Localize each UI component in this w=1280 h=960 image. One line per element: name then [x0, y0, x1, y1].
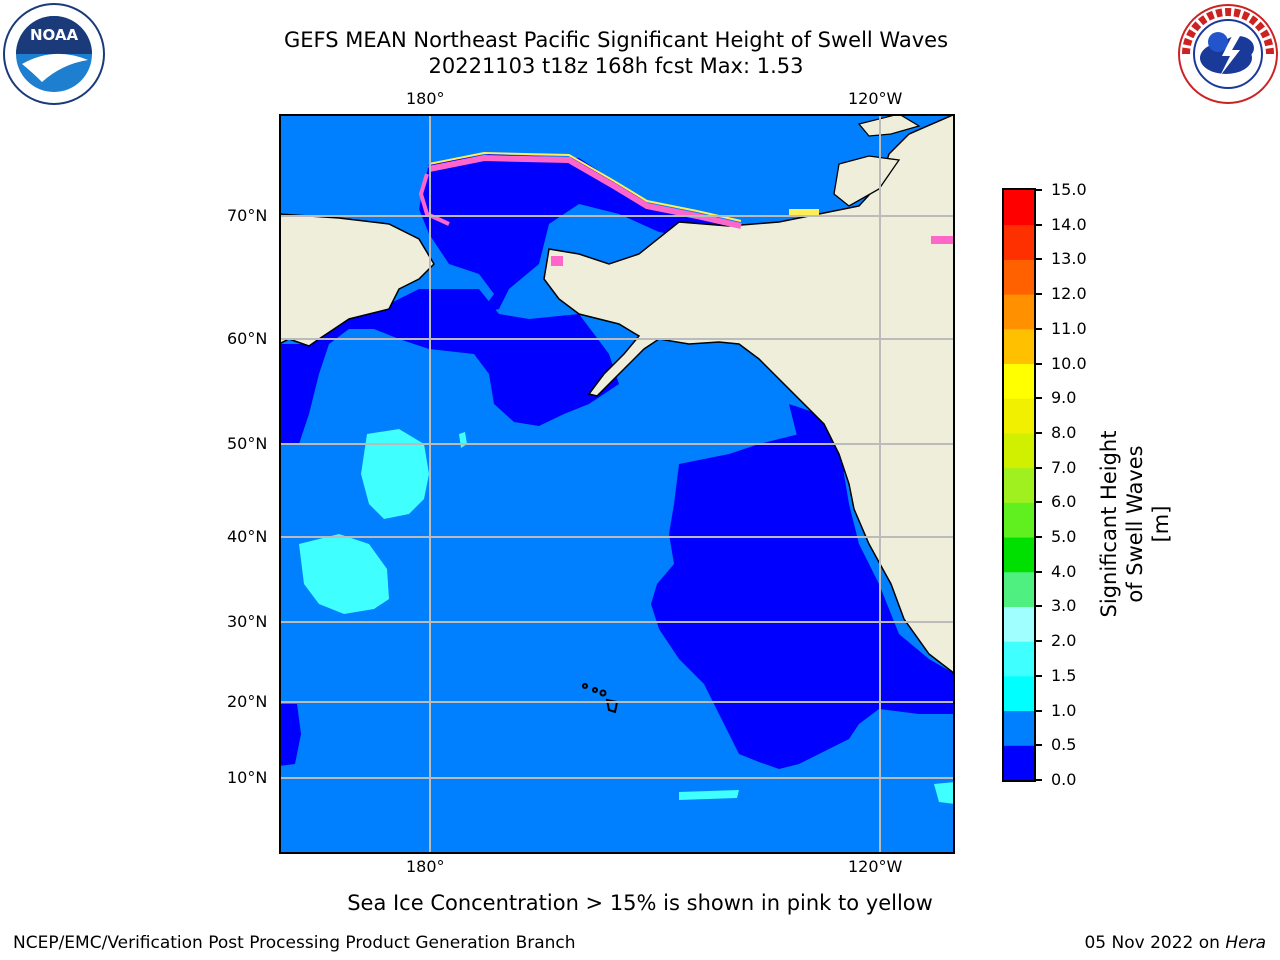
- cyan-swell-patch-5: [934, 782, 955, 804]
- lat-label-70n: 70°N: [227, 206, 268, 225]
- colorbar-tick-label: 6.0: [1051, 492, 1077, 512]
- lon-label-bottom-120w: 120°W: [848, 857, 903, 876]
- colorbar-segment: [1003, 606, 1035, 642]
- colorbar-tick-label: 4.0: [1051, 561, 1077, 581]
- colorbar-tick-mark: [1036, 709, 1042, 712]
- sea-ice-patch: [551, 256, 563, 266]
- lat-label-60n: 60°N: [227, 329, 268, 348]
- colorbar-tick-label: 9.0: [1051, 388, 1077, 408]
- colorbar-segment: [1003, 328, 1035, 365]
- land-siberia: [279, 213, 435, 347]
- lat-label-40n: 40°N: [227, 527, 268, 546]
- colorbar-tick-mark: [1036, 640, 1042, 643]
- graticule: [279, 114, 955, 854]
- colorbar-segment: [1003, 537, 1035, 573]
- colorbar-segment: [1003, 190, 1035, 226]
- colorbar-segment: [1003, 432, 1035, 469]
- colorbar-segment: [1003, 502, 1035, 538]
- low-swell-coast: [789, 404, 849, 474]
- colorbar-segment: [1003, 571, 1035, 607]
- lon-label-bottom-180: 180°: [406, 857, 445, 876]
- colorbar-segment: [1003, 259, 1035, 295]
- colorbar-tick-label: 7.0: [1051, 457, 1077, 477]
- colorbar-tick-label: 3.0: [1051, 596, 1077, 616]
- colorbar-tick-label: 12.0: [1051, 284, 1087, 304]
- sea-ice-patch-east: [931, 236, 953, 244]
- colorbar-tick-label: 15.0: [1051, 180, 1087, 199]
- colorbar-segment: [1003, 224, 1035, 260]
- lat-label-30n: 30°N: [227, 612, 268, 631]
- map-frame: [279, 114, 955, 854]
- footer-date-text: 05 Nov 2022 on: [1084, 933, 1226, 953]
- colorbar-tick-mark: [1036, 223, 1042, 226]
- low-swell-bering: [419, 154, 739, 314]
- colorbar-tick-mark: [1036, 570, 1042, 573]
- sea-ice-west: [418, 173, 450, 226]
- cyan-swell-patch-1: [361, 429, 429, 519]
- colorbar-tick-label: 8.0: [1051, 422, 1077, 442]
- colorbar-tick-mark: [1036, 362, 1042, 365]
- colorbar-tick-label: 5.0: [1051, 527, 1077, 547]
- colorbar-segment: [1003, 398, 1035, 434]
- colorbar-segment: [1003, 641, 1035, 677]
- colorbar-segment: [1003, 294, 1035, 330]
- colorbar-tick-label: 13.0: [1051, 249, 1087, 269]
- colorbar-tick-label: 0.0: [1051, 770, 1077, 789]
- map-plot: [279, 114, 955, 854]
- colorbar-tick-label: 14.0: [1051, 214, 1087, 234]
- colorbar-tick-mark: [1036, 293, 1042, 296]
- noaa-logo-text: NOAA: [30, 26, 79, 44]
- sea-ice-yellow-east: [789, 209, 819, 215]
- colorbar-segment: [1003, 675, 1035, 712]
- colorbar-tick-label: 10.0: [1051, 353, 1087, 373]
- lat-label-50n: 50°N: [227, 434, 268, 453]
- colorbar-tick-mark: [1036, 431, 1042, 434]
- lon-label-top-120w: 120°W: [848, 89, 903, 108]
- colorbar-segment: [1003, 467, 1035, 503]
- lat-label-20n: 20°N: [227, 692, 268, 711]
- colorbar-tick-label: 1.0: [1051, 700, 1077, 720]
- colorbar-tick-mark: [1036, 327, 1042, 330]
- low-swell-bering-south: [279, 289, 619, 444]
- colorbar-tick-mark: [1036, 674, 1042, 677]
- colorbar-tick-mark: [1036, 189, 1042, 191]
- colorbar-tick-label: 1.5: [1051, 665, 1077, 685]
- colorbar-label: Significant Height of Swell Waves [m]: [1097, 430, 1173, 618]
- colorbar: [1002, 188, 1036, 782]
- lat-label-10n: 10°N: [227, 768, 268, 787]
- colorbar-tick-mark: [1036, 744, 1042, 747]
- colorbar-tick-mark: [1036, 397, 1042, 400]
- cyan-swell-patch-2: [299, 534, 389, 614]
- chart-title: GEFS MEAN Northeast Pacific Significant …: [283, 28, 949, 52]
- colorbar-tick-mark: [1036, 466, 1042, 469]
- cyan-swell-patch-4: [679, 790, 739, 800]
- colorbar-tick-label: 0.5: [1051, 735, 1077, 755]
- noaa-logo: NOAA: [3, 3, 105, 105]
- colorbar-tick-label: 11.0: [1051, 318, 1087, 338]
- footer-branch: NCEP/EMC/Verification Post Processing Pr…: [13, 933, 576, 953]
- colorbar-tick-mark: [1036, 779, 1042, 781]
- footer-host: Hera: [1225, 933, 1266, 953]
- sea-ice-caption: Sea Ice Concentration > 15% is shown in …: [347, 891, 933, 915]
- colorbar-tick-mark: [1036, 605, 1042, 608]
- sea-ice-arctic-edge: [428, 151, 742, 222]
- lon-label-top-180: 180°: [406, 89, 445, 108]
- colorbar-segment: [1003, 710, 1035, 746]
- colorbar-segment: [1003, 745, 1035, 781]
- colorbar-tick-mark: [1036, 536, 1042, 539]
- nws-logo: [1178, 4, 1278, 104]
- chart-subtitle: 20221103 t18z 168h fcst Max: 1.53: [428, 54, 804, 78]
- low-swell-west: [279, 704, 301, 766]
- colorbar-segment: [1003, 363, 1035, 399]
- footer-date: 05 Nov 2022 on Hera: [1084, 933, 1266, 953]
- colorbar-tick-label: 2.0: [1051, 631, 1077, 651]
- colorbar-tick-mark: [1036, 258, 1042, 261]
- colorbar-tick-mark: [1036, 501, 1042, 504]
